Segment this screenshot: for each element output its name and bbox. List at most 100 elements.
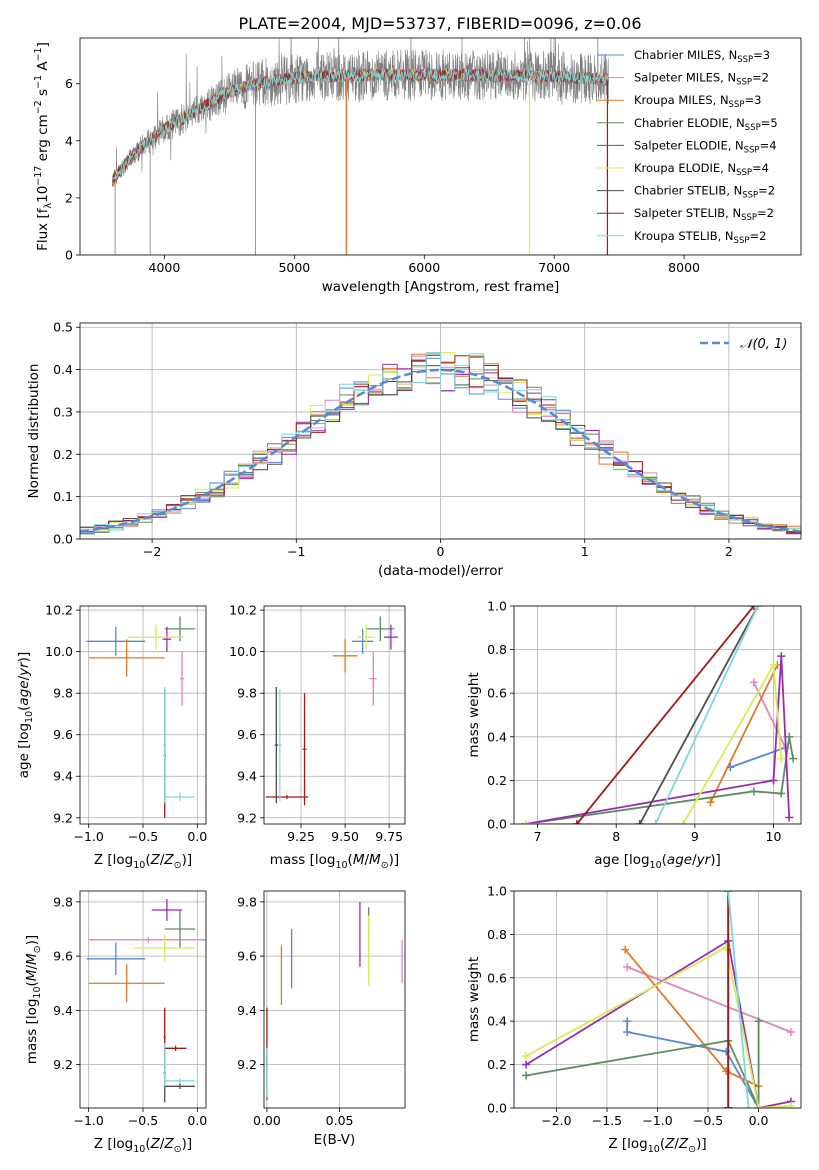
y-tick-label: 0.5 [53,320,73,335]
errorbar-point [366,616,395,642]
weight-marker [769,660,778,669]
y-tick-label: 0.6 [487,686,507,701]
y-tick-label: 0.2 [487,1057,507,1072]
x-tick-label: 1 [581,544,589,559]
y-tick-label: 0.4 [487,729,507,744]
panel-weight_vs_Z: −2.0 −1.5 −1.0 −0.5 0.0 0.0 0.2 0.4 0.6 0.8 1.0 Z [… [466,884,802,1155]
weight-line [576,606,755,824]
legend-entry: Kroupa ELODIE, NSSP=4 [634,161,769,178]
weight-marker [521,820,530,824]
legend-entry: Chabrier ELODIE, NSSP=5 [634,116,778,133]
x-tick-label: −2 [143,544,161,559]
weight-marker [777,652,786,661]
y-axis-label: mass [log10(M/M⊙)] [24,935,43,1064]
x-tick-label: 2 [725,544,733,559]
axes-frame [263,890,406,1109]
x-tick-label: 10 [766,829,782,844]
weight-marker [635,820,644,824]
panel-residuals: −2 −1 0 1 2 0.0 0.1 0.2 0.3 0.4 0.5 𝒩(0, 1) (data-mo… [26,320,802,579]
x-axis-label: mass [log10(M/M⊙)] [270,852,399,871]
y-tick-label: 1.0 [487,884,507,899]
model-spectrum-line [112,67,609,187]
panel-mass_vs_Z: −1.0 −0.5 0.0 9.2 9.4 9.6 9.8 Z [log10(Z/Z⊙)] ma… [24,890,207,1155]
y-tick-label: 6 [65,76,73,91]
weight-marker [789,754,798,763]
errorbar-point [127,624,185,650]
x-tick-label: 9.75 [375,829,403,844]
axes-frame [79,37,802,256]
x-tick-label: 0.05 [326,1113,354,1128]
errorbar-point [302,693,307,806]
weight-line [639,606,759,824]
weight-marker [522,1051,531,1060]
weight-marker [749,606,758,610]
y-tick-label: 10.2 [45,603,73,618]
legend-entry: Kroupa MILES, NSSP=3 [634,93,761,110]
y-tick-label: 1.0 [487,599,507,614]
errorbar-point [162,626,172,652]
weight-marker [785,813,794,822]
errorbar-point [163,1042,166,1087]
y-tick-label: 0.0 [487,817,507,832]
plot-area-spectrum [112,38,609,255]
y-axis-label: Normed distribution [26,364,42,499]
x-axis-label: (data-model)/error [378,563,504,579]
errorbar-point [86,942,146,976]
y-tick-label: 9.6 [237,727,257,742]
weight-marker [744,1104,753,1108]
legend-entry: Chabrier STELIB, NSSP=2 [634,184,775,201]
x-axis-label: E(B-V) [314,1132,356,1148]
observed-spectrum [112,38,609,188]
weight-marker [786,1101,795,1108]
errorbar-point [86,626,146,656]
errorbar-point [88,964,165,1003]
x-tick-label: 0.0 [749,1113,769,1128]
y-tick-label: 0.3 [53,404,73,419]
y-tick-label: 9.4 [237,1003,257,1018]
weight-line [626,966,792,1033]
plot-area-age_vs_mass [265,616,398,806]
errorbar-point [164,1083,196,1090]
x-tick-label: −1 [287,544,305,559]
y-tick-label: 0.4 [487,1014,507,1029]
weight-marker [651,820,660,824]
weight-marker [572,820,581,824]
errorbar-point [274,686,279,804]
x-axis-label: Z [log10(Z/Z⊙)] [94,1136,192,1155]
x-tick-label: −0.5 [128,829,158,844]
y-tick-label: 10.0 [45,644,73,659]
weight-marker [623,1017,632,1026]
y-tick-label: 2 [65,190,73,205]
x-tick-label: 5000 [278,260,310,275]
x-axis-label: age [log10(age/yr)] [594,852,720,871]
plot-area-mass_vs_Z [86,899,206,1103]
x-tick-label: −1.0 [74,829,104,844]
weight-line [525,1021,760,1108]
y-tick-label: 0.1 [53,489,73,504]
x-axis-label: Z [log10(Z/Z⊙)] [608,1136,706,1155]
x-tick-label: 7000 [538,260,570,275]
axes-frame [263,605,406,825]
weight-marker [724,891,733,895]
figure-title: PLATE=2004, MJD=53737, FIBERID=0096, z=0… [238,14,641,33]
errorbar-point [332,639,358,673]
x-tick-label: 0.0 [187,1113,207,1128]
y-tick-label: 0.0 [53,532,73,547]
weight-marker [724,1104,733,1108]
y-tick-label: 9.6 [237,949,257,964]
legend-entry: Salpeter MILES, NSSP=2 [634,71,769,88]
y-tick-label: 9.2 [237,1057,257,1072]
panel-weight_vs_age: 7 8 9 10 0.0 0.2 0.4 0.6 0.8 1.0 age [log10(age/yr… [466,599,802,871]
panel-age_vs_mass: 9.25 9.50 9.75 9.2 9.4 9.6 9.8 10.0 10.2 mass [lo… [229,603,406,871]
weight-line [525,946,791,1108]
y-tick-label: 9.4 [53,769,73,784]
errorbar-point [164,1045,187,1052]
x-tick-label: 9.50 [331,829,359,844]
errorbar-point [278,689,282,802]
y-tick-label: 0.2 [487,773,507,788]
weight-line [525,661,783,824]
x-tick-label: 9 [691,829,699,844]
x-tick-label: −0.5 [128,1113,158,1128]
x-tick-label: −1.0 [74,1113,104,1128]
y-tick-label: 9.8 [237,894,257,909]
